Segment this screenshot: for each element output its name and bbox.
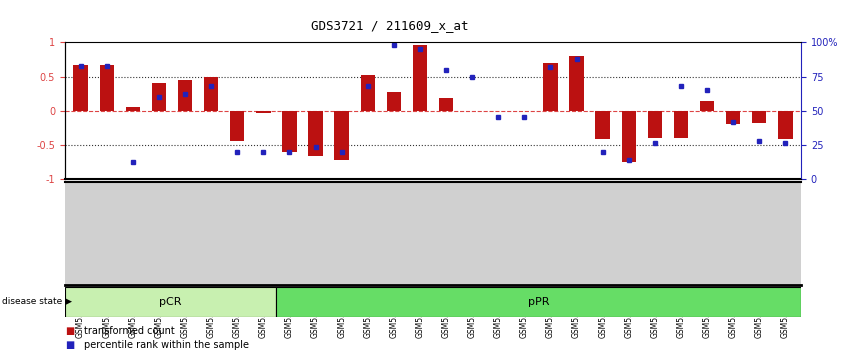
Bar xyxy=(334,110,349,160)
Bar xyxy=(360,75,375,110)
Bar xyxy=(596,110,610,139)
Text: GDS3721 / 211609_x_at: GDS3721 / 211609_x_at xyxy=(311,19,469,32)
Bar xyxy=(543,63,558,110)
Bar xyxy=(204,76,218,110)
Text: pPR: pPR xyxy=(528,297,549,307)
Bar xyxy=(65,287,276,317)
Bar xyxy=(413,45,427,110)
Text: transformed count: transformed count xyxy=(84,326,175,336)
Bar xyxy=(100,65,114,110)
Bar xyxy=(674,110,688,138)
Bar xyxy=(752,110,766,123)
Bar xyxy=(230,110,244,141)
Text: ■: ■ xyxy=(65,326,74,336)
Bar xyxy=(386,92,401,110)
Bar xyxy=(152,84,166,110)
Text: pCR: pCR xyxy=(159,297,182,307)
Text: ■: ■ xyxy=(65,340,74,350)
Bar xyxy=(126,107,140,110)
Bar xyxy=(308,110,323,156)
Bar xyxy=(779,110,792,139)
Bar xyxy=(700,101,714,110)
Bar xyxy=(569,56,584,110)
Bar xyxy=(648,110,662,138)
Text: percentile rank within the sample: percentile rank within the sample xyxy=(84,340,249,350)
Bar xyxy=(74,65,87,110)
Bar xyxy=(256,110,270,113)
Bar xyxy=(178,80,192,110)
Bar xyxy=(276,287,801,317)
Bar xyxy=(282,110,297,152)
Bar xyxy=(439,98,453,110)
Text: disease state ▶: disease state ▶ xyxy=(2,297,72,306)
Bar xyxy=(622,110,636,162)
Bar xyxy=(726,110,740,124)
